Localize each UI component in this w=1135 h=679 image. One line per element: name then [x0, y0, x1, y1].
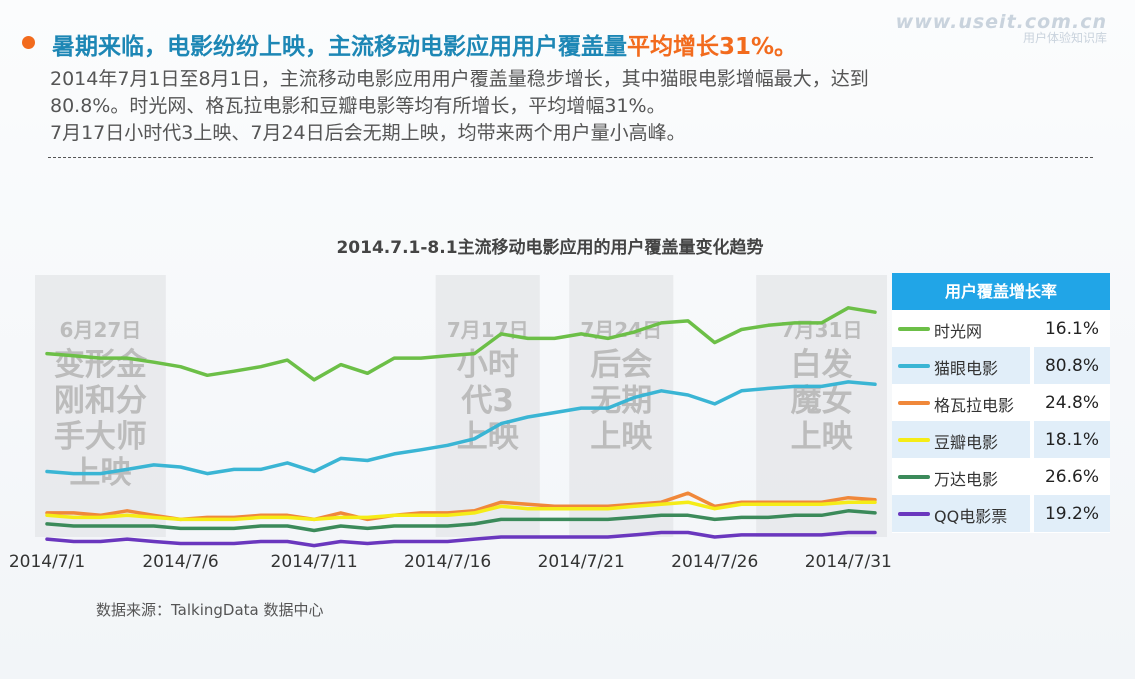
legend-growth-value: 16.1%	[1044, 319, 1099, 339]
release-band-bg	[35, 275, 166, 537]
release-movie-label: 变形金	[54, 347, 148, 383]
legend-row: QQ电影票 19.2%	[892, 495, 1110, 532]
legend-value-cell: 18.1%	[1034, 421, 1110, 458]
release-band-3: 7月24日后会无期上映	[569, 275, 674, 537]
summary-line-1: 2014年7月1日至8月1日，主流移动电影应用用户覆盖量稳步增长，其中猫眼电影增…	[50, 68, 869, 90]
x-axis-ticks: 2014/7/1 2014/7/6 2014/7/11 2014/7/16 2014/7…	[9, 552, 892, 572]
legend-label-cell: QQ电影票	[892, 495, 1030, 532]
x-tick-label: 2014/7/6	[142, 552, 218, 572]
legend-swatch	[898, 327, 930, 331]
legend-series-name: 格瓦拉电影	[934, 396, 1015, 415]
series-line-猫眼电影	[45, 380, 877, 476]
release-band-bg	[569, 275, 674, 537]
legend-series-name: 猫眼电影	[934, 359, 999, 378]
growth-legend: 用户覆盖增长率 时光网 16.1% 猫眼电影 80.8% 格瓦拉电影 24.8% 豆瓣电影 1…	[892, 273, 1110, 533]
legend-swatch	[898, 438, 930, 442]
series-lines	[45, 306, 877, 548]
release-movie-label: 代3	[460, 383, 514, 419]
legend-value-cell: 16.1%	[1034, 310, 1110, 347]
summary-line-2: 80.8%。时光网、格瓦拉电影和豆瓣电影等均有所增长，平均增幅31%。	[50, 95, 666, 117]
legend-label-cell: 猫眼电影	[892, 347, 1030, 384]
watermark: www.useit.com.cn 用户体验知识库	[895, 11, 1107, 46]
legend-header: 用户覆盖增长率	[892, 273, 1110, 310]
release-movie-label: 手大师	[54, 419, 147, 455]
legend-growth-value: 26.6%	[1044, 467, 1099, 487]
release-band-2: 7月17日小时代3上映	[435, 275, 540, 537]
x-tick-label: 2014/7/21	[538, 552, 625, 572]
legend-value-cell: 19.2%	[1034, 495, 1110, 532]
legend-row: 猫眼电影 80.8%	[892, 347, 1110, 384]
release-bands: 6月27日变形金刚和分手大师上映7月17日小时代3上映7月24日后会无期上映7月…	[35, 275, 887, 537]
legend-swatch	[898, 512, 930, 516]
legend-row: 万达电影 26.6%	[892, 458, 1110, 495]
release-movie-label: 小时	[457, 347, 519, 383]
summary-text: 2014年7月1日至8月1日，主流移动电影应用用户覆盖量稳步增长，其中猫眼电影增…	[50, 66, 1090, 147]
legend-value-cell: 24.8%	[1034, 384, 1110, 421]
series-line-万达电影	[45, 509, 877, 533]
release-movie-label: 白发	[791, 347, 853, 383]
release-movie-label: 魔女	[791, 383, 853, 419]
legend-growth-value: 19.2%	[1044, 504, 1099, 524]
legend-label-cell: 豆瓣电影	[892, 421, 1030, 458]
legend-series-name: 时光网	[934, 322, 983, 341]
legend-swatch	[898, 364, 930, 368]
x-tick-label: 2014/7/11	[271, 552, 358, 572]
legend-growth-value: 24.8%	[1044, 393, 1099, 413]
release-movie-label: 上映	[590, 419, 652, 455]
legend-label-cell: 万达电影	[892, 458, 1030, 495]
legend-swatch	[898, 401, 930, 405]
release-movie-label: 上映	[791, 419, 853, 455]
x-tick-label: 2014/7/1	[9, 552, 85, 572]
legend-value-cell: 26.6%	[1034, 458, 1110, 495]
legend-growth-value: 80.8%	[1044, 356, 1099, 376]
chart-title: 2014.7.1-8.1主流移动电影应用的用户覆盖量变化趋势	[336, 238, 764, 258]
release-date-label: 6月27日	[60, 318, 142, 342]
series-line-时光网	[45, 306, 877, 382]
release-date-label: 7月17日	[447, 318, 529, 342]
watermark-subtitle: 用户体验知识库	[1022, 31, 1107, 45]
release-band-bg	[435, 275, 540, 537]
headline-main: 暑期来临，电影纷纷上映，主流移动电影应用用户覆盖量	[52, 34, 627, 60]
legend-series-name: 豆瓣电影	[934, 433, 999, 452]
release-movie-label: 后会	[590, 347, 652, 383]
series-line-QQ电影票	[45, 530, 877, 548]
watermark-site: www.useit.com.cn	[895, 11, 1107, 33]
headline-highlight: 平均增长31%。	[627, 34, 798, 60]
legend-growth-value: 18.1%	[1044, 430, 1099, 450]
series-line-豆瓣电影	[45, 500, 877, 522]
x-tick-label: 2014/7/31	[805, 552, 892, 572]
x-tick-label: 2014/7/26	[671, 552, 758, 572]
data-source: 数据来源：TalkingData 数据中心	[96, 601, 324, 619]
release-date-label: 7月24日	[580, 318, 662, 342]
release-movie-label: 刚和分	[54, 383, 147, 419]
legend-series-name: QQ电影票	[934, 507, 1008, 526]
legend-row: 时光网 16.1%	[892, 310, 1110, 347]
legend-value-cell: 80.8%	[1034, 347, 1110, 384]
legend-row: 格瓦拉电影 24.8%	[892, 384, 1110, 421]
legend-label-cell: 时光网	[892, 310, 1030, 347]
headline: 暑期来临，电影纷纷上映，主流移动电影应用用户覆盖量平均增长31%。	[52, 27, 797, 61]
dashed-divider	[48, 157, 1093, 158]
legend-row: 豆瓣电影 18.1%	[892, 421, 1110, 458]
legend-swatch	[898, 475, 930, 479]
legend-series-name: 万达电影	[934, 470, 999, 489]
summary-line-3: 7月17日小时代3上映、7月24日后会无期上映，均带来两个用户量小高峰。	[50, 122, 686, 144]
legend-label-cell: 格瓦拉电影	[892, 384, 1030, 421]
bullet-dot-icon	[22, 36, 35, 49]
x-tick-label: 2014/7/16	[404, 552, 491, 572]
release-band-bg	[756, 275, 887, 537]
release-movie-label: 上映	[457, 419, 519, 455]
